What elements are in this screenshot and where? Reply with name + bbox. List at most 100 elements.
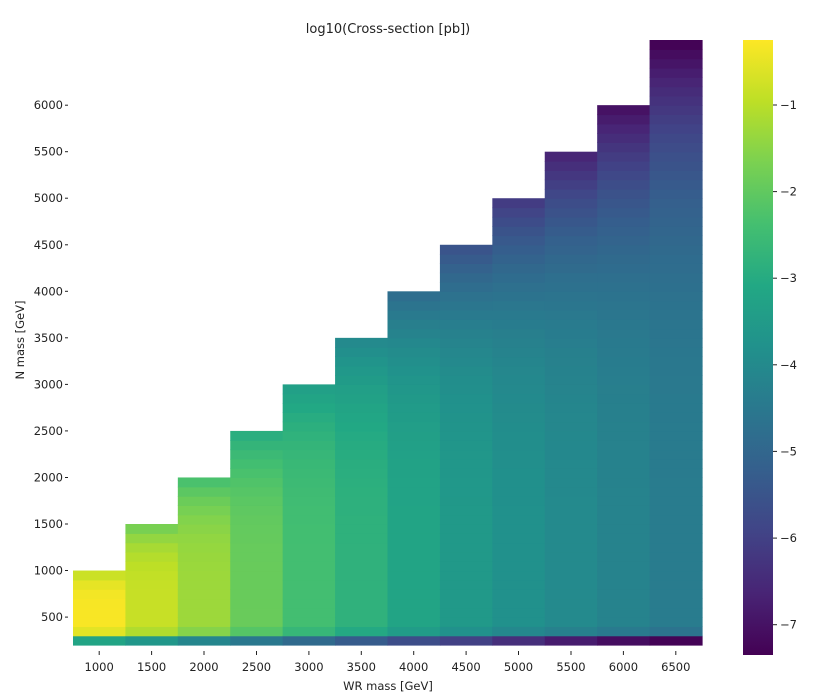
heatmap-cell [439, 393, 493, 404]
heatmap-cell [73, 635, 127, 646]
heatmap-cell [544, 393, 598, 404]
heatmap-cell [649, 235, 703, 246]
x-tick-label: 3500 [347, 660, 376, 674]
heatmap-cell [387, 291, 441, 302]
heatmap-cell [649, 282, 703, 292]
heatmap-cell [649, 40, 703, 50]
heatmap-cell [439, 561, 493, 572]
colorbar-tick-label: −4 [780, 358, 797, 372]
heatmap-cell [649, 617, 703, 627]
heatmap-cell [230, 477, 284, 488]
heatmap-cell [597, 161, 651, 171]
heatmap-cell [335, 468, 389, 479]
heatmap-cell [597, 151, 651, 162]
heatmap-cell [335, 533, 389, 544]
heatmap-cell [335, 347, 389, 358]
heatmap-cell [492, 570, 546, 581]
heatmap-cell [597, 300, 651, 311]
heatmap-cell [492, 440, 546, 451]
heatmap-cell [649, 589, 703, 600]
heatmap-cell [73, 617, 127, 627]
heatmap-cell [597, 291, 651, 302]
heatmap-cell [544, 170, 598, 181]
heatmap-cell [230, 607, 284, 618]
heatmap-cell [492, 505, 546, 516]
x-tick-label: 3000 [294, 660, 323, 674]
heatmap-cell [282, 514, 336, 525]
heatmap-cell [544, 561, 598, 572]
heatmap-cell [335, 421, 389, 432]
heatmap-cell [649, 142, 703, 153]
heatmap-cell [597, 458, 651, 469]
heatmap-cell [177, 524, 231, 534]
heatmap-cell [492, 477, 546, 488]
heatmap-cell [439, 626, 493, 637]
heatmap-cell [544, 468, 598, 479]
heatmap-cell [492, 524, 546, 534]
heatmap-cell [230, 635, 284, 646]
heatmap-cell [282, 579, 336, 590]
heatmap-cell [649, 375, 703, 385]
heatmap-cell [282, 412, 336, 423]
heatmap-cell [649, 598, 703, 609]
x-tick-label: 5500 [556, 660, 585, 674]
heatmap-cell [387, 505, 441, 516]
heatmap-cell [230, 579, 284, 590]
heatmap-cell [387, 458, 441, 469]
heatmap-cell [649, 421, 703, 432]
heatmap-cell [282, 551, 336, 562]
heatmap-cell [649, 635, 703, 646]
heatmap-cell [439, 300, 493, 311]
heatmap-cell [597, 430, 651, 441]
heatmap-cell [177, 598, 231, 609]
heatmap-cell [282, 403, 336, 413]
heatmap-cell [544, 551, 598, 562]
heatmap-cell [597, 105, 651, 116]
heatmap-cell [439, 505, 493, 516]
heatmap-cell [649, 449, 703, 460]
heatmap-cell [544, 161, 598, 171]
heatmap-cell [439, 421, 493, 432]
heatmap-cell [544, 254, 598, 264]
heatmap-cell [125, 561, 179, 572]
chart-title: log10(Cross-section [pb]) [306, 22, 470, 37]
heatmap-cell [492, 216, 546, 227]
heatmap-cell [649, 244, 703, 255]
heatmap-cell [387, 477, 441, 488]
heatmap-cell [649, 188, 703, 199]
heatmap-cell [177, 486, 231, 497]
heatmap-cell [230, 598, 284, 609]
heatmap-cell [649, 86, 703, 97]
heatmap-cell [492, 393, 546, 404]
heatmap-cell [544, 430, 598, 441]
heatmap-cell [439, 337, 493, 348]
heatmap-cell [544, 347, 598, 358]
heatmap-cell [544, 626, 598, 637]
heatmap-cell [335, 430, 389, 441]
heatmap-cell [125, 626, 179, 637]
heatmap-cell [544, 617, 598, 627]
heatmap-cell [597, 561, 651, 572]
heatmap-cell [439, 430, 493, 441]
heatmap-cell [492, 579, 546, 590]
heatmap-cell [177, 551, 231, 562]
heatmap-cell [492, 356, 546, 367]
colorbar-tick-label: −7 [780, 618, 797, 632]
heatmap-cell [177, 635, 231, 646]
heatmap-cell [125, 570, 179, 581]
heatmap-cell [387, 365, 441, 376]
heatmap-cell [492, 207, 546, 218]
heatmap-cell [439, 403, 493, 413]
heatmap-cell [335, 384, 389, 395]
heatmap-cell [387, 440, 441, 451]
heatmap-cell [492, 449, 546, 460]
y-tick-label: 5500 [34, 145, 63, 159]
heatmap-cell [335, 477, 389, 488]
heatmap-cell [597, 477, 651, 488]
heatmap-cell [492, 635, 546, 646]
x-tick-label: 5000 [504, 660, 533, 674]
heatmap-cell [597, 365, 651, 376]
heatmap-cell [492, 291, 546, 302]
heatmap-cell [282, 384, 336, 395]
